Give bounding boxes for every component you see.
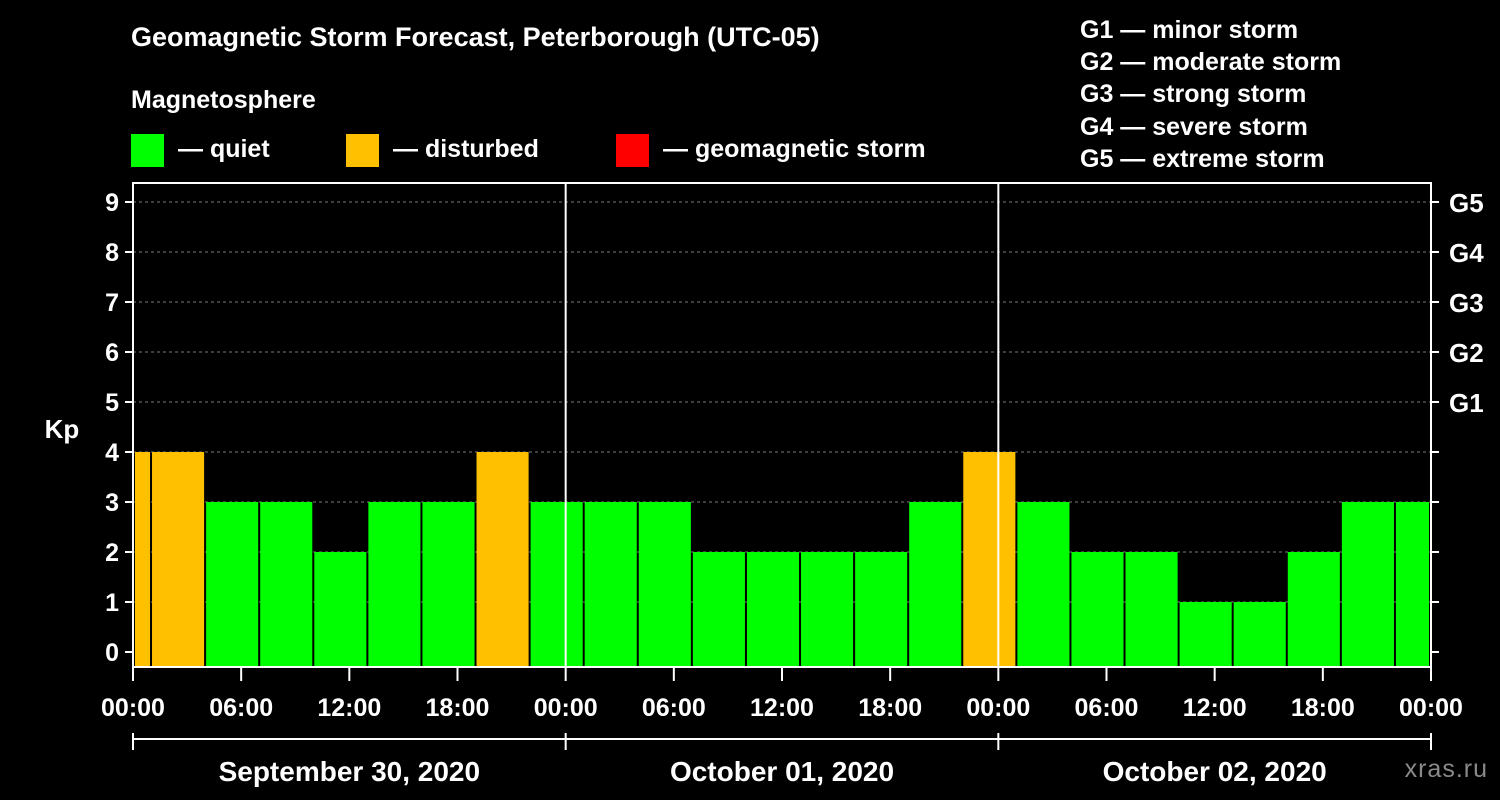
legend-label-storm: — geomagnetic storm — [663, 135, 926, 163]
bar-0-disturbed — [135, 452, 151, 667]
x-tick-label-11: 18:00 — [1291, 694, 1355, 722]
storm-level-g4: G4 — severe storm — [1080, 112, 1308, 141]
y-tick-label-9: 9 — [105, 189, 119, 217]
bar-18-quiet — [1071, 552, 1124, 667]
bar-19-quiet — [1125, 552, 1178, 667]
y-tick-label-8: 8 — [105, 239, 119, 267]
x-tick-label-2: 12:00 — [317, 694, 381, 722]
y-tick-label-5: 5 — [105, 389, 119, 417]
bar-23-quiet — [1341, 502, 1394, 667]
x-tick-label-4: 00:00 — [534, 694, 598, 722]
right-tick-label-g2: G2 — [1449, 338, 1484, 368]
day-label-1: October 01, 2020 — [670, 756, 894, 787]
bar-12-quiet — [746, 552, 800, 667]
storm-level-g3: G3 — strong storm — [1080, 80, 1307, 109]
right-tick-label-g1: G1 — [1449, 388, 1484, 418]
y-tick-label-4: 4 — [105, 439, 119, 467]
chart-title: Geomagnetic Storm Forecast, Peterborough… — [131, 22, 820, 52]
y-tick-label-0: 0 — [105, 639, 119, 667]
watermark: xras.ru — [1404, 755, 1488, 783]
bar-2-quiet — [206, 502, 259, 667]
x-tick-label-6: 12:00 — [750, 694, 814, 722]
bar-21-quiet — [1233, 602, 1286, 667]
storm-level-legend: G1 — minor storm G2 — moderate storm G3 … — [1080, 14, 1341, 175]
x-tick-label-8: 00:00 — [966, 694, 1030, 722]
storm-level-g5: G5 — extreme storm — [1080, 144, 1325, 173]
bar-17-quiet — [1017, 502, 1070, 667]
x-tick-label-7: 18:00 — [858, 694, 922, 722]
bar-20-quiet — [1179, 602, 1232, 667]
legend-heading: Magnetosphere — [131, 86, 316, 114]
bar-16-disturbed — [963, 452, 1016, 667]
bar-15-quiet — [909, 502, 962, 667]
bar-10-quiet — [638, 502, 691, 667]
x-tick-label-9: 06:00 — [1075, 694, 1139, 722]
bar-6-quiet — [422, 502, 475, 667]
x-tick-label-0: 00:00 — [101, 694, 165, 722]
right-tick-label-g3: G3 — [1449, 288, 1484, 318]
right-tick-label-g4: G4 — [1449, 238, 1484, 268]
bar-5-quiet — [368, 502, 421, 667]
y-tick-label-1: 1 — [105, 589, 119, 617]
bar-8-quiet — [530, 502, 583, 667]
y-tick-label-2: 2 — [105, 539, 119, 567]
right-tick-label-g5: G5 — [1449, 188, 1484, 218]
bar-3-quiet — [260, 502, 313, 667]
x-tick-label-12: 00:00 — [1399, 694, 1463, 722]
x-tick-label-10: 12:00 — [1183, 694, 1247, 722]
storm-level-g1: G1 — minor storm — [1080, 16, 1299, 44]
x-tick-label-5: 06:00 — [642, 694, 706, 722]
bar-11-quiet — [692, 552, 745, 667]
bar-4-quiet — [314, 552, 367, 667]
bar-22-quiet — [1287, 552, 1340, 667]
y-tick-label-3: 3 — [105, 489, 119, 517]
bar-1-disturbed — [152, 452, 205, 667]
x-tick-label-1: 06:00 — [209, 694, 273, 722]
storm-level-g2: G2 — moderate storm — [1080, 48, 1342, 77]
y-tick-label-7: 7 — [105, 289, 119, 317]
bar-14-quiet — [855, 552, 908, 667]
legend-label-disturbed: — disturbed — [393, 135, 539, 163]
bar-13-quiet — [801, 552, 854, 667]
bar-7-disturbed — [476, 452, 529, 667]
legend-swatch-quiet — [131, 134, 164, 167]
y-axis-label: Kp — [45, 414, 80, 444]
legend-swatch-disturbed — [346, 134, 379, 167]
bar-9-quiet — [584, 502, 637, 667]
bar-24-quiet — [1395, 502, 1429, 667]
legend-swatch-storm — [616, 134, 649, 167]
y-tick-label-6: 6 — [105, 339, 119, 367]
day-label-2: October 02, 2020 — [1103, 756, 1327, 787]
x-tick-label-3: 18:00 — [426, 694, 490, 722]
day-label-0: September 30, 2020 — [219, 756, 481, 787]
legend-label-quiet: — quiet — [178, 135, 270, 163]
